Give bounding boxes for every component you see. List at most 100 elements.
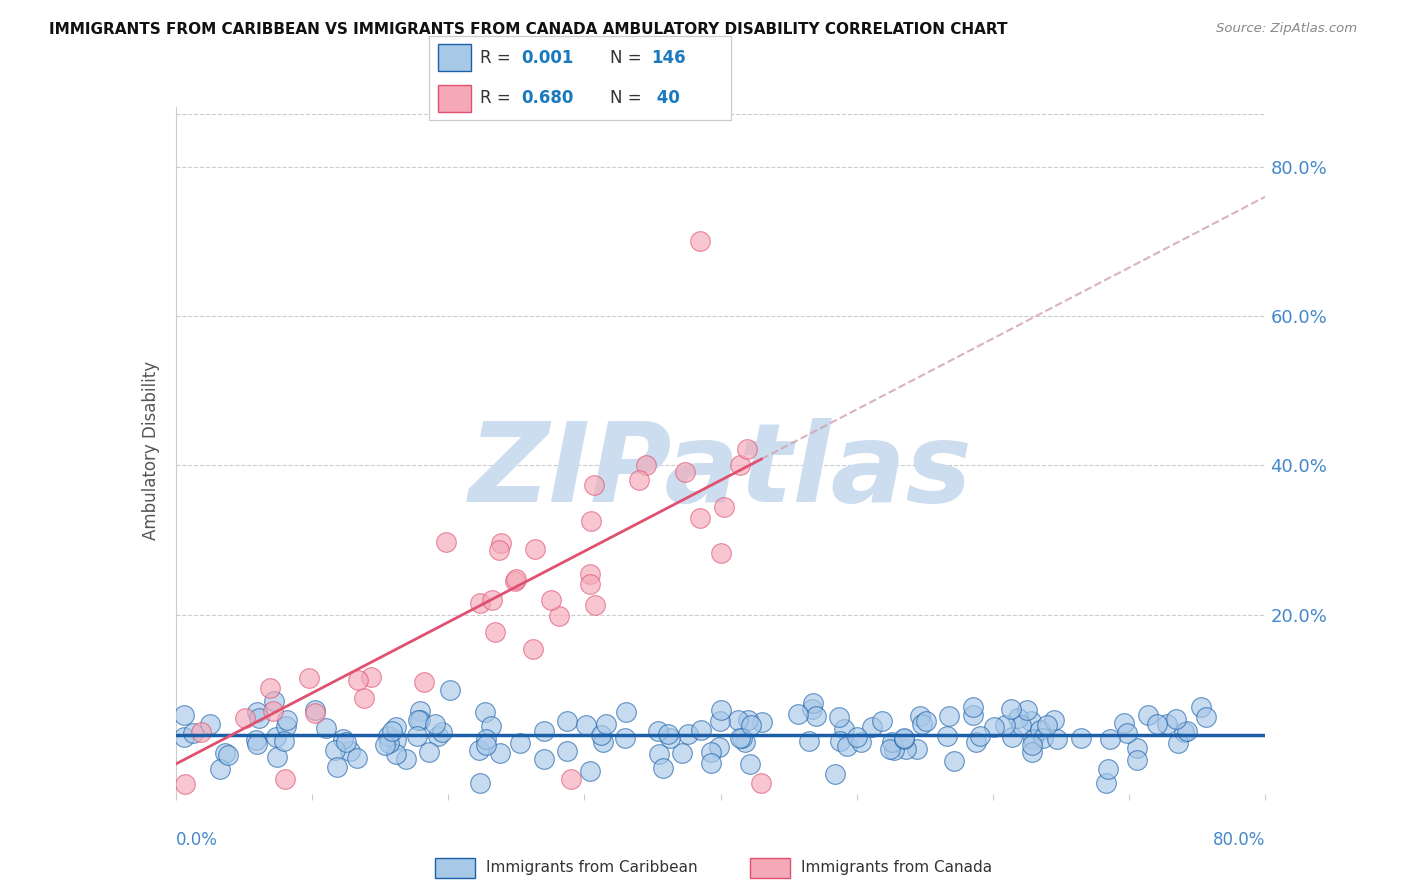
Bar [437,85,471,112]
Point [938,708,960,723]
Point [264,730,287,744]
Point [1126,753,1149,767]
Point [657,727,679,741]
Point [423,717,446,731]
Point [911,717,934,731]
Point [575,717,598,731]
Point [870,714,893,729]
Point [804,708,827,723]
Point [353,691,375,706]
Point [1021,738,1043,752]
Point [474,706,496,720]
Point [595,716,617,731]
Point [962,708,984,723]
Point [468,743,491,757]
Point [737,713,759,727]
Point [555,744,578,758]
Point [671,747,693,761]
Point [246,737,269,751]
Point [409,713,432,727]
Point [173,708,195,723]
Point [627,473,650,487]
Text: R =: R = [481,89,516,107]
Point [540,592,562,607]
Point [263,694,285,708]
Point [647,723,669,738]
Point [409,704,432,718]
Text: 146: 146 [651,49,686,67]
Point [613,731,636,745]
Point [579,577,602,591]
Point [479,719,502,733]
Point [787,706,810,721]
Point [385,720,408,734]
Point [276,713,298,727]
Point [1043,713,1066,727]
Point [700,745,723,759]
Point [489,747,512,761]
Point [658,731,681,745]
Point [880,734,903,748]
Point [439,682,461,697]
Text: IMMIGRANTS FROM CARIBBEAN VS IMMIGRANTS FROM CANADA AMBULATORY DISABILITY CORREL: IMMIGRANTS FROM CARIBBEAN VS IMMIGRANTS … [49,22,1008,37]
Point [1164,712,1187,726]
Point [1156,717,1178,731]
Point [468,596,491,610]
Point [503,574,526,588]
Text: N =: N = [610,89,647,107]
Point [247,711,270,725]
Point [1167,736,1189,750]
Point [346,751,368,765]
Point [879,742,901,756]
Point [174,777,197,791]
Point [1022,731,1045,746]
Point [555,714,578,728]
Point [325,743,347,757]
Point [709,740,731,755]
Text: R =: R = [481,49,516,67]
Point [1032,731,1054,746]
Point [690,723,713,738]
Point [837,739,859,753]
Point [883,743,905,757]
Point [579,764,602,778]
Point [994,718,1017,732]
Point [1195,710,1218,724]
Bar [436,858,475,879]
Point [579,515,602,529]
Point [830,734,852,748]
Point [1029,723,1052,738]
Text: 0.001: 0.001 [522,49,574,67]
Point [652,761,675,775]
Point [614,706,637,720]
Point [259,681,281,696]
Point [1098,732,1121,747]
Point [589,728,612,742]
Point [475,732,498,747]
Point [1010,718,1032,732]
Point [427,729,450,743]
Text: Immigrants from Canada: Immigrants from Canada [801,860,993,875]
Point [737,442,759,457]
Point [315,721,337,735]
Point [751,714,773,729]
Point [849,735,872,749]
Point [209,762,232,776]
Bar [751,858,790,879]
Point [832,722,855,736]
Point [1175,723,1198,738]
Point [935,730,957,744]
Point [710,703,733,717]
Point [1137,708,1160,723]
Text: N =: N = [610,49,647,67]
Point [969,729,991,743]
Point [297,671,319,685]
Point [533,724,555,739]
Point [731,731,754,746]
Point [942,754,965,768]
Point [276,719,298,733]
Point [509,736,531,750]
Text: 0.0%: 0.0% [176,831,218,849]
Point [489,535,512,549]
Point [381,723,404,738]
